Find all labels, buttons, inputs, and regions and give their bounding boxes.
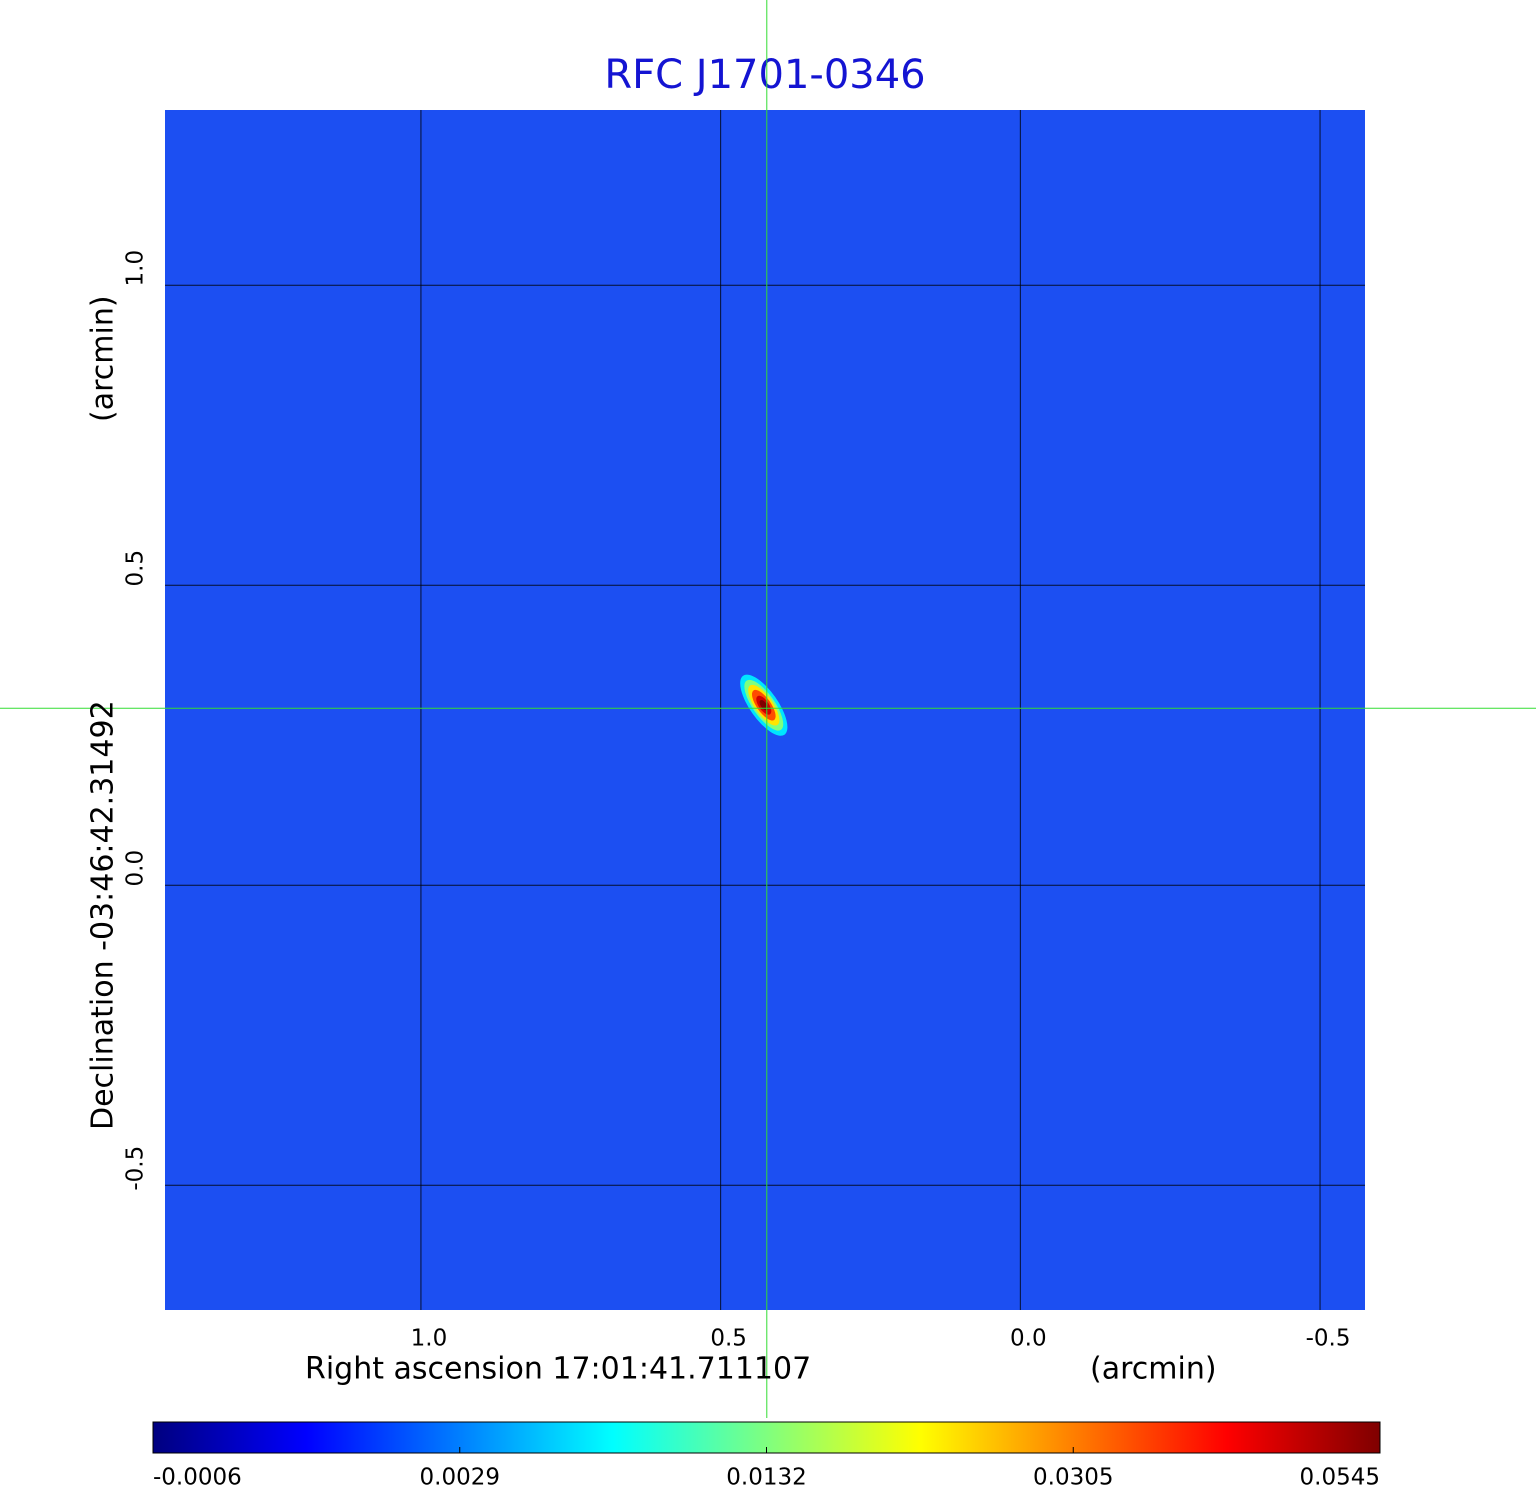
y-tick-label: 0.5 — [123, 550, 149, 587]
colorbar-tick-label: 0.0545 — [1300, 1465, 1380, 1491]
x-tick-label: 0.0 — [1010, 1326, 1047, 1352]
y-axis-unit: (arcmin) — [86, 295, 121, 422]
x-tick-label: 0.5 — [710, 1326, 747, 1352]
y-tick-label: 1.0 — [123, 250, 149, 287]
colorbar-tick-label: -0.0006 — [153, 1465, 242, 1491]
colorbar-tick-label: 0.0305 — [1033, 1465, 1113, 1491]
colorbar-tick-label: 0.0132 — [726, 1465, 806, 1491]
chart-title: RFC J1701-0346 — [604, 52, 925, 98]
x-axis-unit: (arcmin) — [1090, 1352, 1217, 1387]
x-tick-label: -0.5 — [1306, 1326, 1351, 1352]
x-axis-label: Right ascension 17:01:41.711107 — [305, 1352, 811, 1387]
colorbar-tick-label: 0.0029 — [420, 1465, 500, 1491]
x-tick-label: 1.0 — [411, 1326, 448, 1352]
grid — [165, 110, 1365, 1310]
y-tick-label: -0.5 — [123, 1146, 149, 1191]
y-axis-label: Declination -03:46:42.31492 — [86, 700, 121, 1130]
y-tick-label: 0.0 — [123, 850, 149, 887]
